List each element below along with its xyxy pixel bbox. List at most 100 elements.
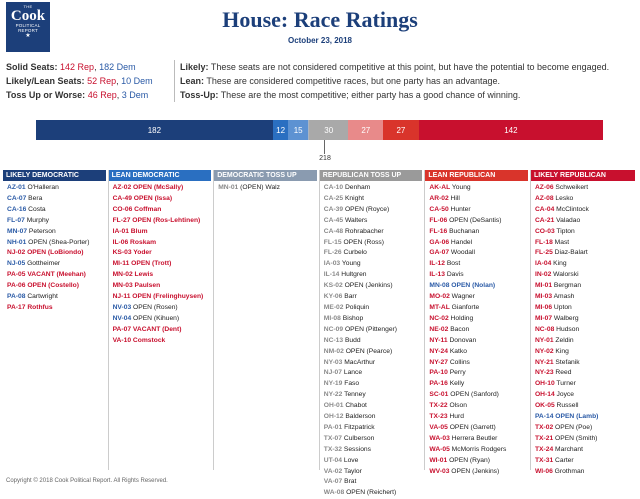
candidate-name: Katko — [447, 347, 467, 355]
race-item: MO-02 Wagner — [429, 292, 528, 303]
district-code: CA-16 — [7, 205, 27, 213]
race-item: NC-08 Hudson — [535, 325, 635, 336]
district-code: CA-50 — [429, 205, 449, 213]
candidate-name: OPEN (Royce) — [343, 205, 390, 213]
candidate-name: OPEN (Issa) — [131, 194, 173, 202]
candidate-name: OPEN (Pearce) — [343, 347, 393, 355]
candidate-name: OPEN (Jenkins) — [342, 282, 393, 290]
race-item: NV-03 OPEN (Rosen) — [113, 303, 212, 314]
candidate-name: Paulsen — [132, 282, 161, 290]
race-item: PA-01 Fitzpatrick — [324, 423, 423, 434]
race-item: VA-10 Comstock — [113, 336, 212, 347]
district-code: IL-06 — [112, 238, 129, 246]
race-item: CA-07 Bera — [7, 194, 106, 205]
race-item: IL-12 Bost — [429, 259, 528, 270]
district-code: VA-02 — [323, 467, 343, 475]
candidate-name: Carter — [553, 456, 574, 464]
race-item: NJ-11 OPEN (Frelinghuysen) — [113, 292, 212, 303]
candidate-name: Love — [342, 456, 359, 464]
bar-segment-lean-republican: 27 — [348, 120, 384, 140]
candidate-name: OPEN (Ross) — [341, 238, 384, 246]
majority-label: 218 — [319, 155, 331, 162]
candidate-name: Perry — [447, 369, 466, 377]
district-code: PA-05 — [7, 271, 26, 279]
race-item: AZ-08 Lesko — [535, 194, 635, 205]
district-code: NM-02 — [323, 347, 344, 355]
district-code: NJ-07 — [323, 369, 342, 377]
race-item: CA-39 OPEN (Royce) — [324, 205, 423, 216]
candidate-name: VACANT (Meehan) — [25, 271, 86, 279]
race-item: PA-10 Perry — [429, 368, 528, 379]
bar-segment-lean-democratic: 15 — [288, 120, 308, 140]
column-header: LEAN DEMOCRATIC — [108, 170, 212, 181]
rating-column: LIKELY REPUBLICAN AZ-06 Schweikert AZ-08 L… — [530, 170, 637, 475]
majority-tick — [324, 140, 325, 154]
bar-value-label: 12 — [276, 125, 286, 135]
race-item: PA-17 Rothfus — [7, 303, 106, 314]
race-item: IL-06 Roskam — [113, 238, 212, 249]
candidate-name: Tenney — [342, 391, 366, 399]
candidate-name: Zeldin — [553, 336, 574, 344]
candidate-name: McMorris Rodgers — [449, 445, 507, 453]
race-item: NC-02 Holding — [429, 314, 528, 325]
district-code: PA-08 — [7, 293, 26, 301]
district-code: IA-01 — [112, 227, 129, 235]
district-code: NC-09 — [323, 325, 344, 333]
race-item: NC-13 Budd — [324, 336, 423, 347]
district-code: FL-25 — [534, 249, 553, 257]
district-code: OH-14 — [534, 391, 555, 399]
district-code: OK-05 — [534, 402, 555, 410]
district-code: NY-24 — [429, 347, 448, 355]
race-item: MI-07 Walberg — [535, 314, 635, 325]
district-code: TX-21 — [534, 434, 554, 442]
candidate-name: Bishop — [340, 314, 364, 322]
candidate-name: Faso — [342, 380, 360, 388]
district-code: VA-10 — [112, 336, 132, 344]
race-item: WA-05 McMorris Rodgers — [429, 445, 528, 456]
district-code: WA-05 — [429, 445, 450, 453]
candidate-name: MacArthur — [342, 358, 376, 366]
candidate-name: OPEN (Kihuen) — [131, 314, 180, 322]
race-item: WA-03 Herrera Beutler — [429, 434, 528, 445]
race-item: VA-02 Taylor — [324, 467, 423, 478]
race-item: CA-50 Hunter — [429, 205, 528, 216]
race-item: FL-06 OPEN (DeSantis) — [429, 216, 528, 227]
race-list: AZ-02 OPEN (McSally) CA-49 OPEN (Issa) CO-… — [109, 181, 212, 347]
district-code: FL-16 — [429, 227, 448, 235]
district-code: NJ-05 — [7, 260, 26, 268]
candidate-name: OPEN (Smith) — [553, 434, 598, 442]
district-code: OH-12 — [323, 413, 344, 421]
race-item: UT-04 Love — [324, 456, 423, 467]
candidate-name: VACANT (Dent) — [131, 325, 182, 333]
star-icon: ★ — [25, 33, 31, 39]
race-item: TX-31 Carter — [535, 456, 635, 467]
race-item: MN-01 (OPEN) Walz — [218, 183, 317, 194]
district-code: KS-02 — [323, 282, 343, 290]
race-item: TX-22 Olson — [429, 401, 528, 412]
race-item: NC-09 OPEN (Pittenger) — [324, 325, 423, 336]
race-item: AZ-01 O'Halleran — [7, 183, 106, 194]
district-code: IL-14 — [323, 271, 340, 279]
candidate-name: Bera — [26, 194, 43, 202]
race-item: TX-02 OPEN (Poe) — [535, 423, 635, 434]
district-code: WA-08 — [323, 489, 345, 497]
race-item: TX-21 OPEN (Smith) — [535, 434, 635, 445]
race-item: AZ-06 Schweikert — [535, 183, 635, 194]
candidate-name: Curbelo — [341, 249, 367, 257]
district-code: MN-01 — [218, 184, 239, 191]
district-code: WI-01 — [429, 456, 448, 464]
candidate-name: Lesko — [553, 194, 574, 202]
rating-column: DEMOCRATIC TOSS UP MN-01 (OPEN) Walz — [214, 170, 320, 470]
candidate-name: Peterson — [27, 227, 56, 235]
race-item: NY-23 Reed — [535, 368, 635, 379]
candidate-name: Holding — [448, 314, 474, 322]
district-code: MI-08 — [323, 314, 341, 322]
candidate-name: Schweikert — [553, 184, 589, 191]
bar-value-label: 27 — [396, 125, 406, 135]
district-code: WA-03 — [429, 434, 450, 442]
race-item: FL-25 Diaz-Balart — [535, 248, 635, 259]
district-code: IL-13 — [429, 271, 445, 279]
district-code: VA-07 — [323, 478, 343, 486]
district-code: TX-23 — [429, 413, 448, 421]
district-code: PA-06 — [7, 282, 26, 290]
